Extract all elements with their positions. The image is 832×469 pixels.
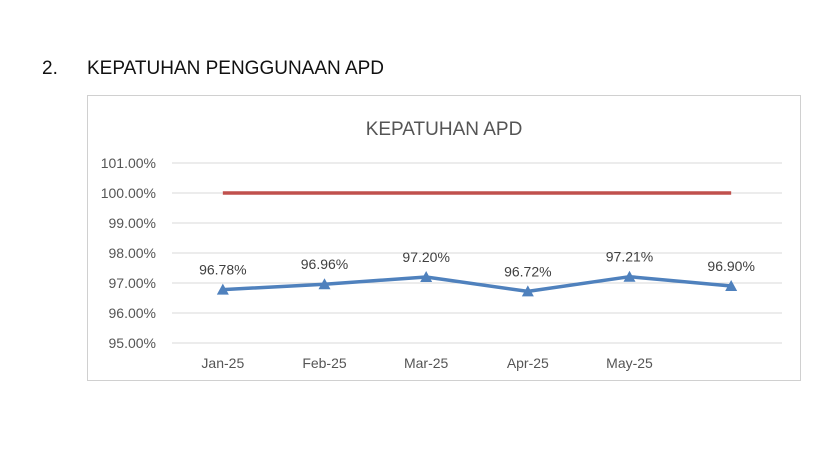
y-tick-label: 100.00% (101, 185, 156, 201)
x-tick-label: Jan-25 (201, 355, 244, 371)
y-tick-label: 98.00% (109, 245, 156, 261)
x-tick-label: Mar-25 (404, 355, 449, 371)
data-label: 96.78% (199, 262, 246, 278)
y-axis-ticks: 95.00% 96.00% 97.00% 98.00% 99.00% 100.00% 101… (101, 155, 156, 351)
y-tick-label: 101.00% (101, 155, 156, 171)
y-tick-label: 95.00% (109, 335, 156, 351)
section-title: KEPATUHAN PENGGUNAAN APD (87, 58, 385, 79)
data-point-marker (725, 280, 738, 291)
data-point-marker (420, 271, 433, 282)
data-label: 97.20% (402, 249, 449, 265)
chart-title: KEPATUHAN APD (366, 119, 523, 140)
x-tick-label: Feb-25 (302, 355, 347, 371)
data-label: 96.72% (504, 263, 551, 279)
section-number: 2. (42, 58, 58, 79)
data-label: 97.21% (606, 249, 653, 265)
y-tick-label: 97.00% (109, 275, 156, 291)
chart-frame (87, 95, 801, 381)
data-label: 96.90% (707, 258, 754, 274)
data-labels: 96.78% 96.96% 97.20% 96.72% 97.21% 96.90% (199, 249, 755, 280)
data-label: 96.96% (301, 256, 348, 272)
data-point-marker (623, 270, 636, 282)
x-tick-label: May-25 (606, 355, 653, 371)
section-heading: 2. KEPATUHAN PENGGUNAAN APD (42, 58, 384, 80)
x-tick-label: Apr-25 (507, 355, 549, 371)
series-line (222, 274, 732, 294)
data-point-marker (318, 278, 331, 290)
data-point-marker (216, 283, 229, 295)
x-axis-ticks: Jan-25 Feb-25 Mar-25 Apr-25 May-25 (201, 355, 653, 371)
data-point-marker (521, 285, 534, 297)
series-group (216, 191, 738, 297)
gridlines (172, 162, 782, 344)
y-tick-label: 99.00% (109, 215, 156, 231)
y-tick-label: 96.00% (109, 305, 156, 321)
